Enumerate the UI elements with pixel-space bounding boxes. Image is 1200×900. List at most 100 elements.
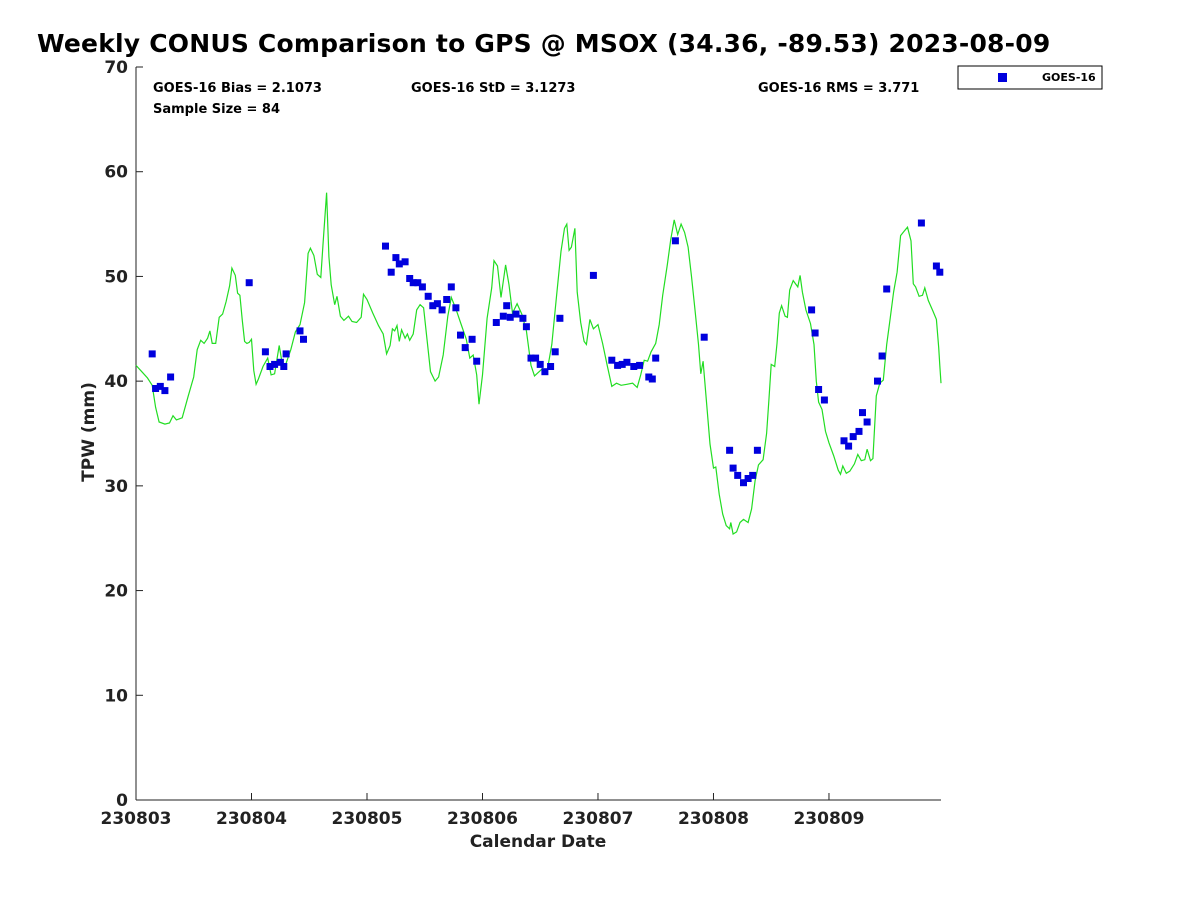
x-tick-label: 230804 bbox=[216, 809, 287, 829]
goes16-point bbox=[387, 268, 395, 276]
goes16-point bbox=[519, 314, 527, 322]
legend: GOES-16 bbox=[957, 65, 1103, 90]
goes16-point bbox=[499, 312, 507, 320]
goes16-point bbox=[506, 313, 514, 321]
x-tick-label: 230803 bbox=[101, 809, 172, 829]
goes16-point bbox=[409, 279, 417, 287]
goes16-point bbox=[300, 335, 307, 343]
x-tick-label: 230805 bbox=[331, 809, 402, 829]
goes16-point bbox=[589, 271, 597, 279]
goes16-point bbox=[740, 479, 747, 487]
goes16-point bbox=[811, 329, 819, 337]
y-tick-label: 10 bbox=[104, 686, 128, 706]
goes16-point bbox=[855, 427, 863, 435]
axes: 0 10 20 30 40 50 60 70 230803 230804 230805 230806 2… bbox=[101, 58, 941, 829]
goes16-point bbox=[512, 310, 520, 318]
goes16-point bbox=[734, 471, 742, 479]
goes16-point bbox=[438, 306, 446, 314]
goes16-point bbox=[541, 368, 549, 376]
y-tick-label: 20 bbox=[104, 582, 128, 602]
goes16-point bbox=[452, 304, 460, 312]
goes16-point bbox=[878, 352, 886, 360]
bias-stat: GOES-16 Bias = 2.1073 bbox=[153, 81, 322, 96]
goes16-point bbox=[276, 358, 284, 366]
goes16-point bbox=[845, 442, 853, 450]
goes16-point bbox=[429, 302, 437, 310]
goes16-point bbox=[167, 373, 175, 381]
goes16-point bbox=[753, 446, 761, 454]
goes16-point bbox=[536, 360, 544, 368]
goes16-point bbox=[874, 377, 881, 385]
goes16-point bbox=[261, 348, 269, 356]
std-stat: GOES-16 StD = 3.1273 bbox=[411, 81, 575, 96]
goes16-point bbox=[522, 323, 530, 331]
goes16-point bbox=[468, 335, 476, 343]
goes16-point bbox=[840, 437, 848, 445]
goes16-point bbox=[418, 283, 426, 291]
goes16-point bbox=[849, 433, 857, 441]
legend-label-goes16: GOES-16 bbox=[1042, 71, 1096, 84]
y-axis-label: TPW (mm) bbox=[79, 382, 99, 482]
goes16-point bbox=[820, 396, 828, 404]
goes16-point bbox=[152, 385, 160, 392]
goes16-point bbox=[433, 300, 441, 308]
goes16-point bbox=[551, 348, 559, 356]
goes16-point bbox=[443, 296, 451, 303]
goes16-point bbox=[808, 306, 816, 314]
goes16-point bbox=[382, 242, 389, 250]
plot-area bbox=[135, 192, 944, 535]
goes16-point bbox=[614, 361, 622, 369]
goes16-point bbox=[503, 302, 511, 310]
goes16-point bbox=[156, 382, 164, 390]
goes16-point bbox=[744, 475, 752, 482]
goes16-point bbox=[424, 292, 432, 300]
y-tick-label: 40 bbox=[104, 372, 128, 392]
goes16-point bbox=[395, 260, 403, 268]
y-tick-label: 0 bbox=[116, 791, 128, 811]
goes16-point bbox=[729, 464, 737, 472]
chart-title: Weekly CONUS Comparison to GPS @ MSOX (3… bbox=[37, 29, 1051, 58]
x-tick-label: 230806 bbox=[447, 809, 518, 829]
sample-size-stat: Sample Size = 84 bbox=[153, 102, 280, 117]
goes16-point bbox=[749, 471, 757, 479]
goes16-point bbox=[815, 386, 823, 393]
goes16-point bbox=[148, 350, 156, 358]
y-tick-label: 50 bbox=[104, 267, 128, 287]
goes16-point bbox=[406, 275, 414, 282]
gps-series-line bbox=[135, 192, 942, 535]
goes16-point bbox=[623, 358, 631, 366]
goes16-point bbox=[671, 237, 679, 245]
x-tick-label: 230809 bbox=[793, 809, 864, 829]
goes16-point bbox=[271, 360, 279, 368]
goes16-point bbox=[556, 314, 564, 322]
goes16-point bbox=[282, 350, 290, 358]
y-tick-label: 60 bbox=[104, 163, 128, 183]
goes16-point bbox=[245, 279, 253, 287]
goes16-point bbox=[608, 356, 616, 364]
goes16-point bbox=[461, 344, 469, 352]
goes16-point bbox=[414, 279, 422, 287]
goes16-point bbox=[161, 387, 169, 395]
y-tick-label: 70 bbox=[104, 58, 128, 78]
goes16-point bbox=[447, 283, 455, 291]
x-tick-label: 230808 bbox=[678, 809, 749, 829]
x-tick-label: 230807 bbox=[562, 809, 633, 829]
rms-stat: GOES-16 RMS = 3.771 bbox=[758, 81, 919, 96]
x-axis-label: Calendar Date bbox=[470, 832, 607, 852]
goes16-point bbox=[630, 363, 638, 370]
goes16-point bbox=[883, 285, 891, 293]
goes16-point bbox=[863, 418, 871, 426]
goes16-point bbox=[266, 363, 274, 370]
goes16-point bbox=[936, 268, 944, 276]
legend-marker-goes16 bbox=[998, 73, 1007, 82]
goes16-point bbox=[532, 354, 540, 362]
goes16-point bbox=[473, 357, 481, 365]
goes16-point bbox=[392, 254, 400, 262]
goes16-point bbox=[636, 361, 644, 369]
goes16-point bbox=[700, 333, 708, 341]
goes16-point bbox=[547, 363, 555, 370]
goes16-point bbox=[648, 375, 656, 383]
goes16-point bbox=[296, 327, 304, 335]
goes16-point bbox=[401, 258, 409, 266]
